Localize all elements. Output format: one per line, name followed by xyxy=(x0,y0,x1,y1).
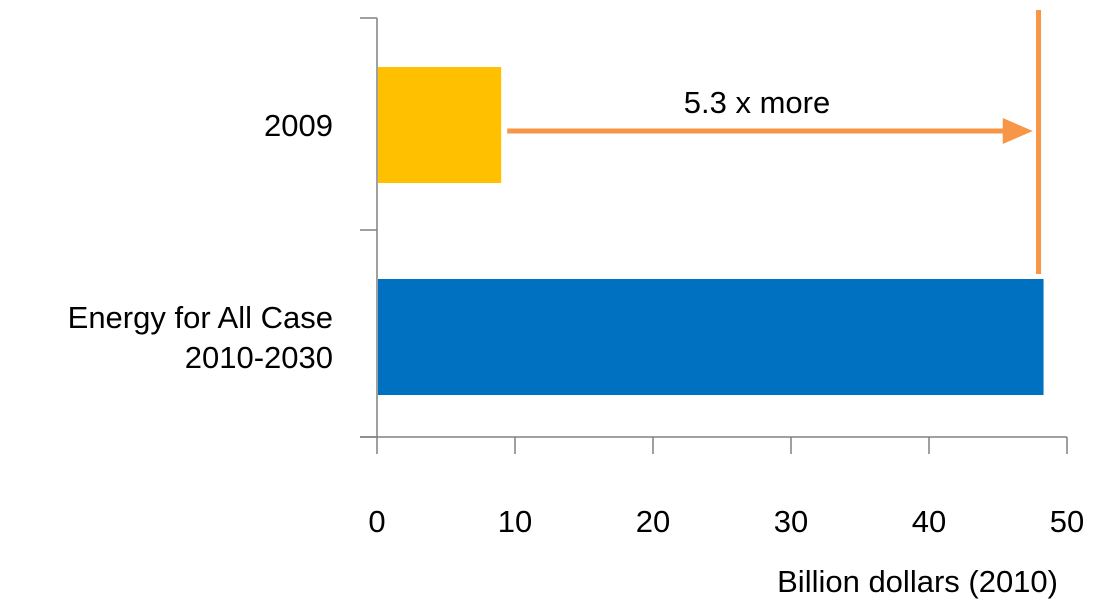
annotation: 5.3 x more xyxy=(507,10,1042,274)
x-tick-label-40: 40 xyxy=(912,504,946,539)
bar-1 xyxy=(378,279,1044,395)
category-label-0-line-0: 2009 xyxy=(264,108,333,143)
x-tick-label-10: 10 xyxy=(498,504,532,539)
bars xyxy=(378,67,1044,395)
axes xyxy=(360,17,1068,454)
x-axis-title: Billion dollars (2010) xyxy=(777,564,1058,599)
x-tick-label-30: 30 xyxy=(774,504,808,539)
x-tick-label-50: 50 xyxy=(1050,504,1084,539)
bar-0 xyxy=(378,67,502,183)
category-label-1-line-1: 2010-2030 xyxy=(185,340,333,375)
x-tick-labels: 0 10 20 30 40 50 xyxy=(368,504,1084,539)
x-tick-label-20: 20 xyxy=(636,504,670,539)
x-tick-label-0: 0 xyxy=(368,504,385,539)
category-label-1-line-0: Energy for All Case xyxy=(68,300,333,335)
arrow-head-icon xyxy=(1002,118,1033,144)
annotation-label: 5.3 x more xyxy=(684,85,830,120)
category-labels: 2009 Energy for All Case 2010-2030 xyxy=(68,108,333,375)
